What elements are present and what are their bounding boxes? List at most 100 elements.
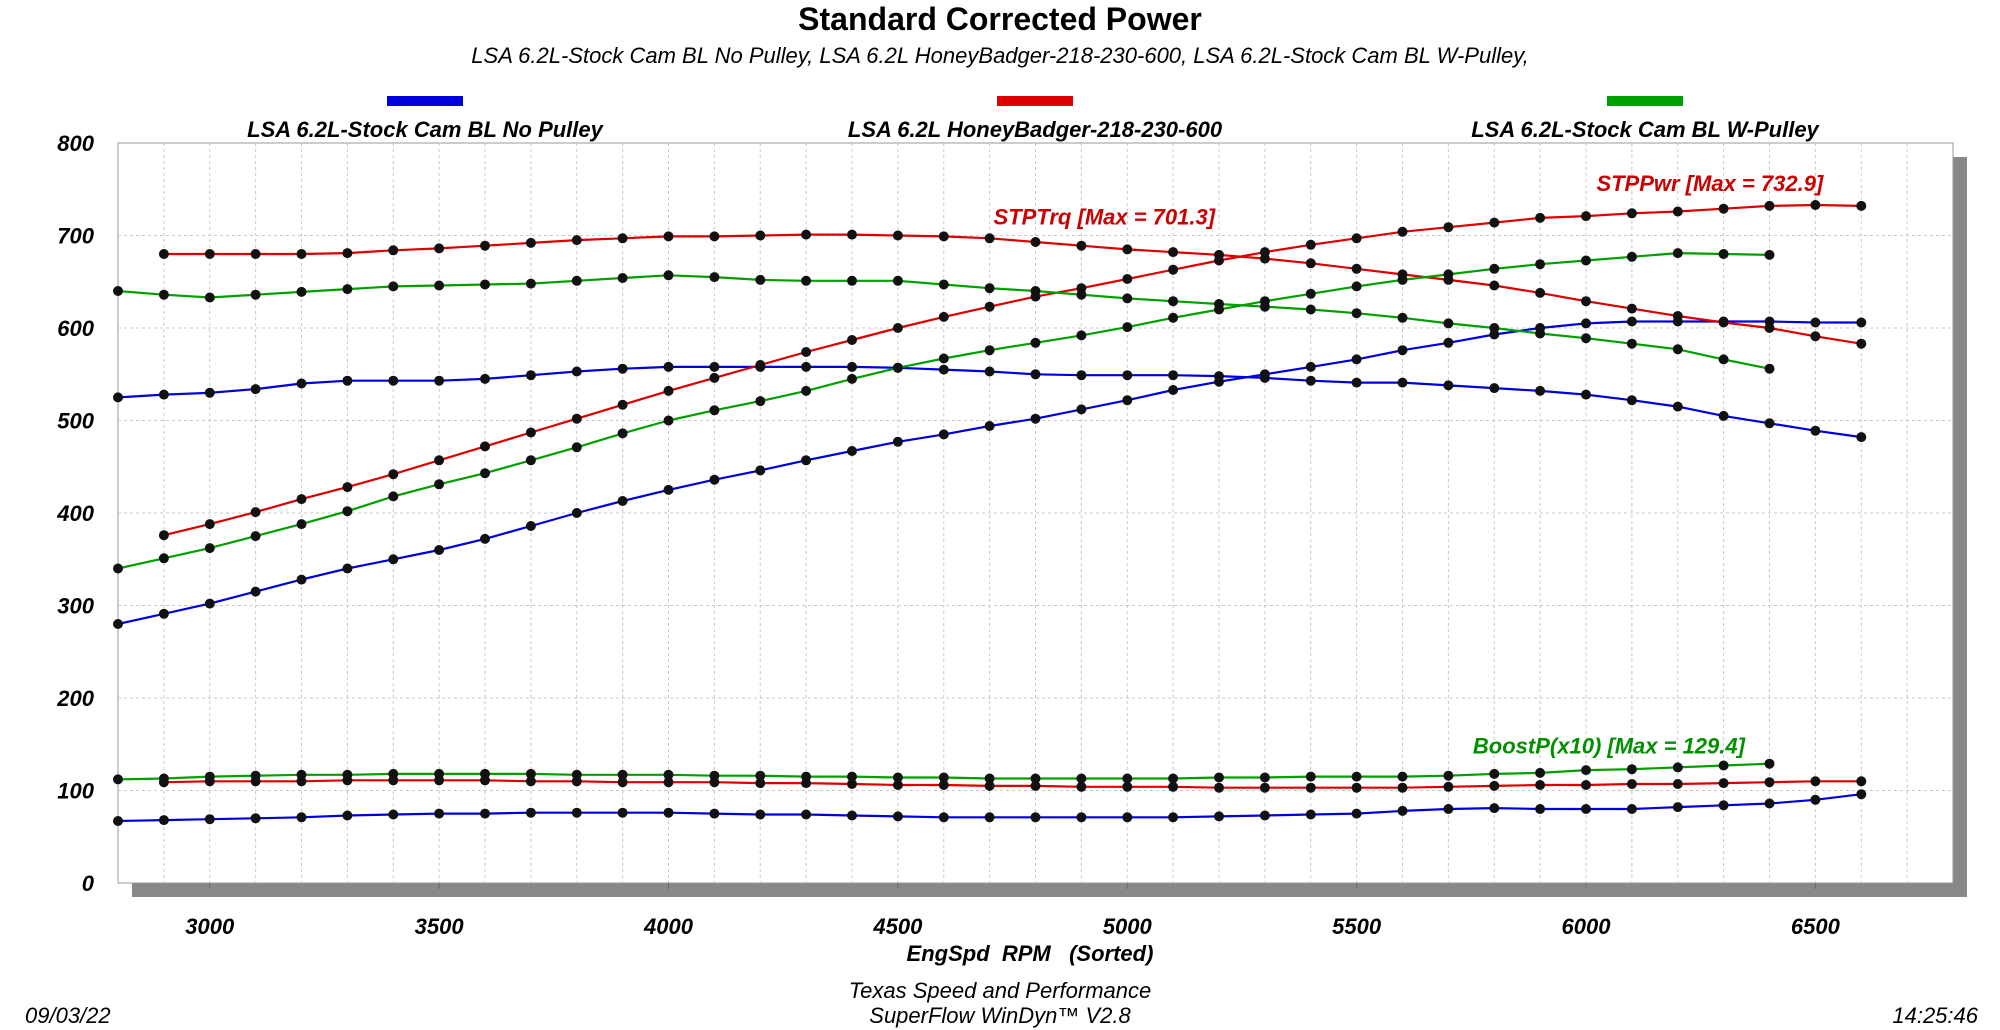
data-point-blue_trq — [938, 364, 949, 375]
series-line-red_trq — [163, 233, 1862, 345]
data-point-green_pwr — [1535, 259, 1546, 270]
data-point-green_trq — [571, 275, 582, 286]
data-point-green_boost — [1030, 773, 1041, 784]
data-point-green_boost — [1397, 771, 1408, 782]
data-point-green_boost — [1305, 771, 1316, 782]
data-point-red_trq — [1168, 247, 1179, 258]
data-point-blue_pwr — [892, 436, 903, 447]
x-tick-label: 3500 — [415, 914, 465, 939]
data-point-red_trq — [1856, 338, 1867, 349]
data-point-green_trq — [1672, 344, 1683, 355]
data-point-blue_trq — [1626, 395, 1637, 406]
data-point-green_pwr — [709, 405, 720, 416]
data-point-red_boost — [525, 776, 536, 787]
data-point-red_boost — [755, 778, 766, 789]
data-point-red_boost — [1626, 779, 1637, 789]
data-point-red_trq — [388, 245, 399, 256]
data-point-blue_boost — [1397, 805, 1408, 816]
data-point-blue_boost — [1259, 810, 1270, 821]
data-point-green_trq — [480, 279, 490, 290]
data-point-red_boost — [1259, 782, 1270, 793]
data-point-blue_pwr — [709, 474, 720, 485]
data-point-green_trq — [892, 275, 903, 286]
x-tick-label: 5000 — [1103, 914, 1153, 939]
data-point-blue_trq — [801, 361, 812, 372]
annotations: STPTrq [Max = 701.3] STPPwr [Max = 732.9]… — [994, 171, 1824, 758]
data-point-red_trq — [1489, 280, 1500, 291]
data-point-red_trq — [938, 231, 949, 242]
data-point-blue_trq — [296, 378, 307, 389]
x-tick-label: 4500 — [872, 914, 923, 939]
data-point-blue_pwr — [755, 465, 766, 476]
data-point-blue_boost — [480, 808, 490, 819]
x-tick-label: 6000 — [1562, 914, 1612, 939]
data-point-red_trq — [892, 230, 903, 241]
data-point-blue_pwr — [113, 619, 123, 629]
data-point-green_trq — [204, 292, 215, 303]
data-point-red_boost — [1168, 781, 1179, 792]
data-point-green_boost — [709, 770, 720, 781]
data-point-green_pwr — [847, 373, 857, 384]
data-point-blue_boost — [571, 807, 582, 818]
data-point-green_pwr — [938, 353, 949, 364]
data-point-green_trq — [1351, 308, 1362, 319]
data-point-red_pwr — [801, 347, 812, 357]
data-point-green_pwr — [342, 506, 353, 517]
data-point-blue_pwr — [1856, 317, 1867, 328]
data-point-green_boost — [571, 769, 582, 780]
footer-date: 09/03/22 — [25, 1003, 111, 1028]
data-point-blue_boost — [755, 809, 766, 820]
data-point-green_pwr — [1443, 269, 1454, 280]
data-point-blue_pwr — [296, 574, 307, 585]
data-point-red_pwr — [342, 482, 353, 493]
data-point-red_trq — [1259, 253, 1270, 264]
legend-label: LSA 6.2L-Stock Cam BL W-Pulley — [1471, 117, 1820, 142]
data-point-red_trq — [1305, 258, 1316, 269]
axes: 3000 3500 4000 4500 5000 5500 6000 6500 0 100 200 3… — [56, 131, 1840, 939]
data-point-blue_boost — [296, 812, 307, 823]
data-point-blue_trq — [1856, 432, 1867, 443]
data-point-green_boost — [938, 772, 949, 783]
data-point-blue_trq — [1443, 380, 1454, 391]
data-point-blue_trq — [342, 375, 353, 386]
data-point-blue_pwr — [1076, 404, 1087, 415]
data-point-green_pwr — [1672, 248, 1683, 259]
data-point-red_pwr — [663, 385, 674, 396]
data-point-red_boost — [1489, 780, 1500, 791]
x-tick-label: 4000 — [643, 914, 694, 939]
data-point-green_pwr — [1076, 330, 1087, 341]
data-point-blue_pwr — [525, 521, 536, 531]
data-point-green_boost — [847, 771, 857, 782]
data-point-green_trq — [1764, 363, 1775, 374]
data-point-blue_boost — [113, 816, 123, 826]
data-point-green_trq — [1214, 299, 1224, 309]
data-point-green_boost — [1259, 772, 1270, 783]
data-point-green_pwr — [204, 543, 215, 554]
data-point-red_pwr — [1626, 208, 1637, 219]
data-point-blue_pwr — [571, 508, 582, 518]
data-point-blue_pwr — [434, 545, 445, 555]
data-point-blue_boost — [342, 810, 353, 821]
data-point-red_pwr — [1581, 211, 1591, 222]
data-point-blue_pwr — [388, 554, 399, 565]
y-tick-label: 700 — [57, 224, 94, 249]
data-point-red_pwr — [1397, 226, 1408, 237]
data-point-green_trq — [1581, 333, 1591, 344]
data-point-blue_pwr — [1581, 318, 1591, 329]
data-point-red_pwr — [250, 507, 261, 518]
data-point-green_boost — [434, 768, 445, 779]
data-point-blue_boost — [617, 807, 628, 818]
data-point-blue_boost — [1764, 798, 1775, 809]
data-point-blue_trq — [1351, 377, 1362, 388]
plot-area — [117, 142, 1954, 884]
data-point-green_boost — [1351, 771, 1362, 782]
data-point-blue_trq — [709, 361, 720, 372]
data-point-green_boost — [158, 773, 169, 784]
data-point-red_boost — [1214, 782, 1224, 793]
y-tick-label: 500 — [57, 409, 94, 434]
data-point-green_boost — [1535, 767, 1546, 778]
data-point-blue_trq — [1535, 385, 1546, 396]
data-point-blue_trq — [1718, 410, 1729, 421]
data-point-blue_trq — [480, 373, 490, 384]
data-point-blue_pwr — [1443, 337, 1454, 348]
